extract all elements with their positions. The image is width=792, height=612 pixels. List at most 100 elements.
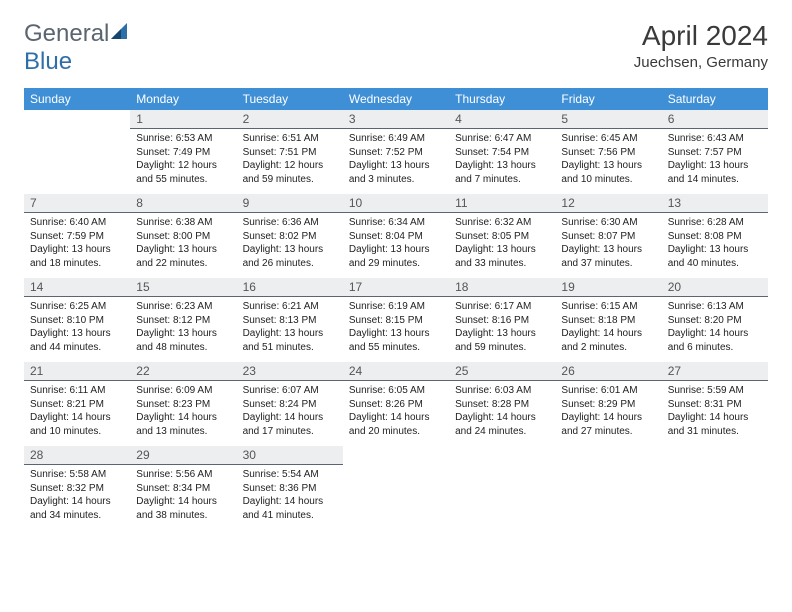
sunset-line: Sunset: 8:02 PM [243,230,337,244]
day-number: 15 [130,278,236,297]
sunrise-line: Sunrise: 6:28 AM [668,216,762,230]
day-details: Sunrise: 6:28 AMSunset: 8:08 PMDaylight:… [662,213,768,274]
daylight-line: Daylight: 13 hoursand 29 minutes. [349,243,443,270]
day-details: Sunrise: 6:25 AMSunset: 8:10 PMDaylight:… [24,297,130,358]
day-number: 2 [237,110,343,129]
sunrise-line: Sunrise: 6:05 AM [349,384,443,398]
calendar-day-cell: 11Sunrise: 6:32 AMSunset: 8:05 PMDayligh… [449,194,555,278]
day-number: 18 [449,278,555,297]
day-number: 14 [24,278,130,297]
calendar-week-row: 28Sunrise: 5:58 AMSunset: 8:32 PMDayligh… [24,446,768,530]
day-number: 23 [237,362,343,381]
day-number: 3 [343,110,449,129]
sunset-line: Sunset: 7:54 PM [455,146,549,160]
calendar-day-cell: 14Sunrise: 6:25 AMSunset: 8:10 PMDayligh… [24,278,130,362]
sunrise-line: Sunrise: 6:01 AM [561,384,655,398]
day-details: Sunrise: 6:05 AMSunset: 8:26 PMDaylight:… [343,381,449,442]
day-details: Sunrise: 6:30 AMSunset: 8:07 PMDaylight:… [555,213,661,274]
daylight-line: Daylight: 13 hoursand 33 minutes. [455,243,549,270]
day-details: Sunrise: 6:09 AMSunset: 8:23 PMDaylight:… [130,381,236,442]
day-details: Sunrise: 6:53 AMSunset: 7:49 PMDaylight:… [130,129,236,190]
sunset-line: Sunset: 8:12 PM [136,314,230,328]
daylight-line: Daylight: 14 hoursand 41 minutes. [243,495,337,522]
day-details: Sunrise: 6:17 AMSunset: 8:16 PMDaylight:… [449,297,555,358]
sunrise-line: Sunrise: 5:58 AM [30,468,124,482]
day-details: Sunrise: 6:38 AMSunset: 8:00 PMDaylight:… [130,213,236,274]
sunset-line: Sunset: 8:04 PM [349,230,443,244]
daylight-line: Daylight: 13 hoursand 22 minutes. [136,243,230,270]
day-number: 30 [237,446,343,465]
daylight-line: Daylight: 14 hoursand 2 minutes. [561,327,655,354]
sunset-line: Sunset: 8:23 PM [136,398,230,412]
calendar-day-cell: 1Sunrise: 6:53 AMSunset: 7:49 PMDaylight… [130,110,236,194]
logo-text-part2: Blue [24,48,72,75]
daylight-line: Daylight: 13 hoursand 7 minutes. [455,159,549,186]
day-details: Sunrise: 6:15 AMSunset: 8:18 PMDaylight:… [555,297,661,358]
sunset-line: Sunset: 7:57 PM [668,146,762,160]
weekday-header: Wednesday [343,88,449,110]
day-details: Sunrise: 6:40 AMSunset: 7:59 PMDaylight:… [24,213,130,274]
calendar-week-row: 21Sunrise: 6:11 AMSunset: 8:21 PMDayligh… [24,362,768,446]
logo-sail-icon [111,20,131,47]
sunrise-line: Sunrise: 6:13 AM [668,300,762,314]
calendar-day-cell: 28Sunrise: 5:58 AMSunset: 8:32 PMDayligh… [24,446,130,530]
sunset-line: Sunset: 8:31 PM [668,398,762,412]
calendar-day-cell: 20 Sunrise: 6:13 AMSunset: 8:20 PMDayligh… [662,278,768,362]
sunrise-line: Sunrise: 6:47 AM [455,132,549,146]
day-details: Sunrise: 6:34 AMSunset: 8:04 PMDaylight:… [343,213,449,274]
month-title: April 2024 [634,20,768,52]
day-details: Sunrise: 6:11 AMSunset: 8:21 PMDaylight:… [24,381,130,442]
day-number: 20 [662,278,768,297]
calendar-day-cell: 15Sunrise: 6:23 AMSunset: 8:12 PMDayligh… [130,278,236,362]
calendar-week-row: 14Sunrise: 6:25 AMSunset: 8:10 PMDayligh… [24,278,768,362]
day-number: 9 [237,194,343,213]
sunset-line: Sunset: 7:56 PM [561,146,655,160]
day-details: Sunrise: 6:36 AMSunset: 8:02 PMDaylight:… [237,213,343,274]
sunset-line: Sunset: 8:28 PM [455,398,549,412]
day-number: 28 [24,446,130,465]
day-number: 24 [343,362,449,381]
day-details: Sunrise: 6:47 AMSunset: 7:54 PMDaylight:… [449,129,555,190]
calendar-day-cell: 27Sunrise: 5:59 AMSunset: 8:31 PMDayligh… [662,362,768,446]
calendar-week-row: 1Sunrise: 6:53 AMSunset: 7:49 PMDaylight… [24,110,768,194]
day-number: 26 [555,362,661,381]
calendar-day-cell: 19Sunrise: 6:15 AMSunset: 8:18 PMDayligh… [555,278,661,362]
day-number: 5 [555,110,661,129]
daylight-line: Daylight: 13 hoursand 26 minutes. [243,243,337,270]
sunrise-line: Sunrise: 6:21 AM [243,300,337,314]
daylight-line: Daylight: 14 hoursand 10 minutes. [30,411,124,438]
day-number: 11 [449,194,555,213]
calendar-week-row: 7Sunrise: 6:40 AMSunset: 7:59 PMDaylight… [24,194,768,278]
daylight-line: Daylight: 12 hoursand 55 minutes. [136,159,230,186]
daylight-line: Daylight: 14 hoursand 24 minutes. [455,411,549,438]
sunset-line: Sunset: 8:10 PM [30,314,124,328]
calendar-day-cell: 18Sunrise: 6:17 AMSunset: 8:16 PMDayligh… [449,278,555,362]
weekday-header: Friday [555,88,661,110]
calendar-day-cell [24,110,130,194]
daylight-line: Daylight: 14 hoursand 17 minutes. [243,411,337,438]
calendar-day-cell: 13Sunrise: 6:28 AMSunset: 8:08 PMDayligh… [662,194,768,278]
daylight-line: Daylight: 14 hoursand 38 minutes. [136,495,230,522]
sunset-line: Sunset: 8:13 PM [243,314,337,328]
daylight-line: Daylight: 14 hoursand 6 minutes. [668,327,762,354]
sunrise-line: Sunrise: 6:51 AM [243,132,337,146]
day-details: Sunrise: 5:54 AMSunset: 8:36 PMDaylight:… [237,465,343,526]
sunset-line: Sunset: 7:49 PM [136,146,230,160]
calendar-day-cell [343,446,449,530]
calendar-day-cell: 29Sunrise: 5:56 AMSunset: 8:34 PMDayligh… [130,446,236,530]
daylight-line: Daylight: 13 hoursand 48 minutes. [136,327,230,354]
daylight-line: Daylight: 14 hoursand 20 minutes. [349,411,443,438]
sunset-line: Sunset: 8:20 PM [668,314,762,328]
calendar-day-cell: 3Sunrise: 6:49 AMSunset: 7:52 PMDaylight… [343,110,449,194]
sunrise-line: Sunrise: 6:32 AM [455,216,549,230]
calendar-day-cell: 10Sunrise: 6:34 AMSunset: 8:04 PMDayligh… [343,194,449,278]
sunset-line: Sunset: 8:18 PM [561,314,655,328]
sunrise-line: Sunrise: 6:53 AM [136,132,230,146]
day-number: 10 [343,194,449,213]
sunset-line: Sunset: 8:00 PM [136,230,230,244]
sunset-line: Sunset: 8:24 PM [243,398,337,412]
daylight-line: Daylight: 14 hoursand 34 minutes. [30,495,124,522]
sunrise-line: Sunrise: 6:03 AM [455,384,549,398]
sunrise-line: Sunrise: 6:38 AM [136,216,230,230]
weekday-header: Saturday [662,88,768,110]
